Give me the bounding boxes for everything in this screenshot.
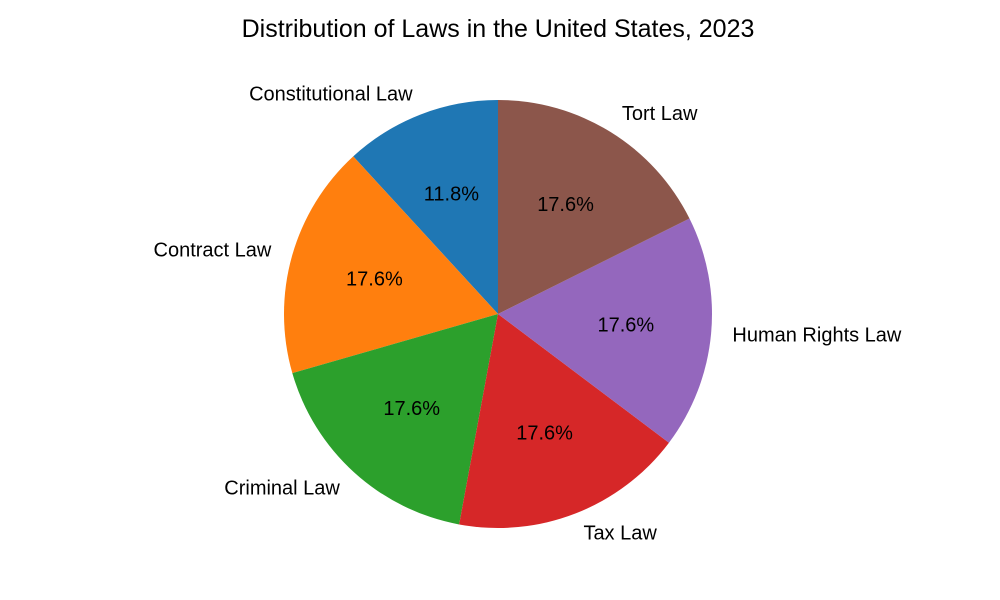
percent-label-constitutional-law: 11.8% [424, 183, 479, 205]
pie-category-labels: Constitutional Law Contract Law Criminal L… [154, 84, 902, 545]
pie-slice-constitutional-law [353, 100, 498, 314]
slice-label-criminal-law: Criminal Law [224, 477, 340, 499]
slice-label-tax-law: Tax Law [583, 522, 657, 544]
pie-slices [283, 100, 712, 528]
percent-label-tax-law: 17.6% [516, 423, 573, 445]
pie-slice-tort-law [498, 100, 690, 314]
percent-label-criminal-law: 17.6% [383, 398, 440, 420]
percent-label-tort-law: 17.6% [537, 194, 594, 216]
pie-slice-contract-law [283, 156, 498, 374]
pie-slice-criminal-law [292, 314, 498, 525]
slice-label-tort-law: Tort Law [622, 103, 698, 125]
pie-slice-human-rights-law [498, 218, 712, 443]
percent-label-human-rights-law: 17.6% [598, 315, 655, 337]
slice-label-human-rights-law: Human Rights Law [732, 324, 902, 346]
slice-label-contract-law: Contract Law [154, 239, 272, 261]
slice-label-constitutional-law: Constitutional Law [249, 84, 413, 106]
pie-slice-tax-law [459, 314, 669, 528]
chart-title: Distribution of Laws in the United State… [242, 15, 755, 43]
pie-percent-labels: 11.8% 17.6% 17.6% 17.6% 17.6% 17.6% [346, 183, 654, 444]
percent-label-contract-law: 17.6% [346, 268, 403, 290]
